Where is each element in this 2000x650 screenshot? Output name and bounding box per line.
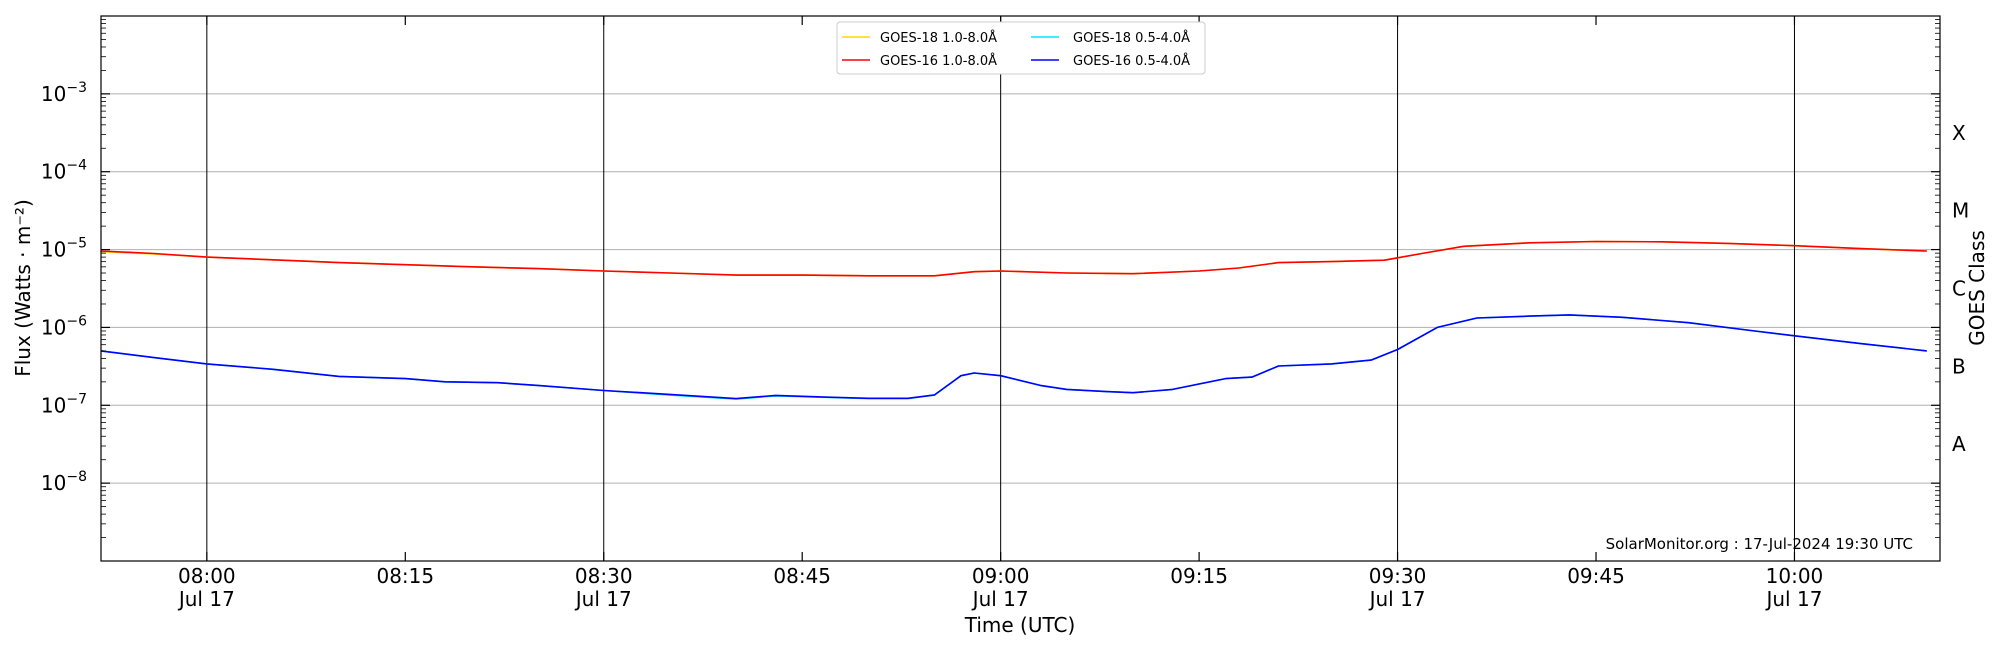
y-tick-label: 10−8: [41, 469, 87, 495]
x-tick-label-time: 09:00: [972, 564, 1030, 588]
y-tick-label: 10−5: [41, 236, 87, 262]
x-axis-title: Time (UTC): [964, 613, 1076, 637]
x-tick-label-date: Jul 17: [1764, 587, 1822, 611]
plot-frame: [100, 15, 1941, 562]
x-tick-label-time: 08:45: [773, 564, 831, 588]
x-tick-label-time: 10:00: [1766, 564, 1824, 588]
series-line-2: [100, 240, 1927, 277]
legend-label-goes16-long: GOES-16 1.0-8.0Å: [880, 53, 997, 69]
x-tick-label-time: 09:15: [1170, 564, 1228, 588]
y-tick-label: 10−4: [41, 158, 87, 184]
legend: GOES-18 1.0-8.0Å GOES-18 0.5-4.0Å GOES-1…: [836, 21, 1206, 75]
x-tick-label-time: 08:15: [376, 564, 434, 588]
goes-class-label: A: [1952, 432, 1966, 456]
legend-label-goes16-short: GOES-16 0.5-4.0Å: [1073, 53, 1190, 69]
x-tick-label-date: Jul 17: [574, 587, 632, 611]
y-axis-title: Flux (Watts · m⁻²): [11, 199, 35, 377]
x-tick-label-date: Jul 17: [1368, 587, 1426, 611]
credit-text: SolarMonitor.org : 17-Jul-2024 19:30 UTC: [1606, 535, 1913, 553]
tick-layer: [101, 16, 1940, 561]
grid-layer: [101, 16, 1940, 561]
x-tick-label-time: 09:30: [1369, 564, 1427, 588]
y-tick-label: 10−3: [41, 80, 87, 106]
x-tick-label-time: 09:45: [1567, 564, 1625, 588]
series-layer: [100, 240, 1927, 400]
legend-label-goes18-short: GOES-18 0.5-4.0Å: [1073, 30, 1190, 46]
series-line-3: [100, 314, 1927, 400]
goes-class-label: M: [1952, 199, 1969, 223]
goes-class-axis-title: GOES Class: [1965, 230, 1989, 346]
goes-class-label: X: [1952, 121, 1966, 145]
legend-box: [836, 21, 1206, 75]
x-tick-label-date: Jul 17: [177, 587, 235, 611]
legend-label-goes18-long: GOES-18 1.0-8.0Å: [880, 30, 997, 46]
goes-class-label: C: [1952, 277, 1966, 301]
x-tick-label-time: 08:30: [575, 564, 633, 588]
x-tick-label-date: Jul 17: [971, 587, 1029, 611]
goes-class-label: B: [1952, 354, 1966, 378]
y-tick-label: 10−7: [41, 391, 87, 417]
x-tick-label-time: 08:00: [178, 564, 236, 588]
y-tick-label: 10−6: [41, 313, 87, 339]
